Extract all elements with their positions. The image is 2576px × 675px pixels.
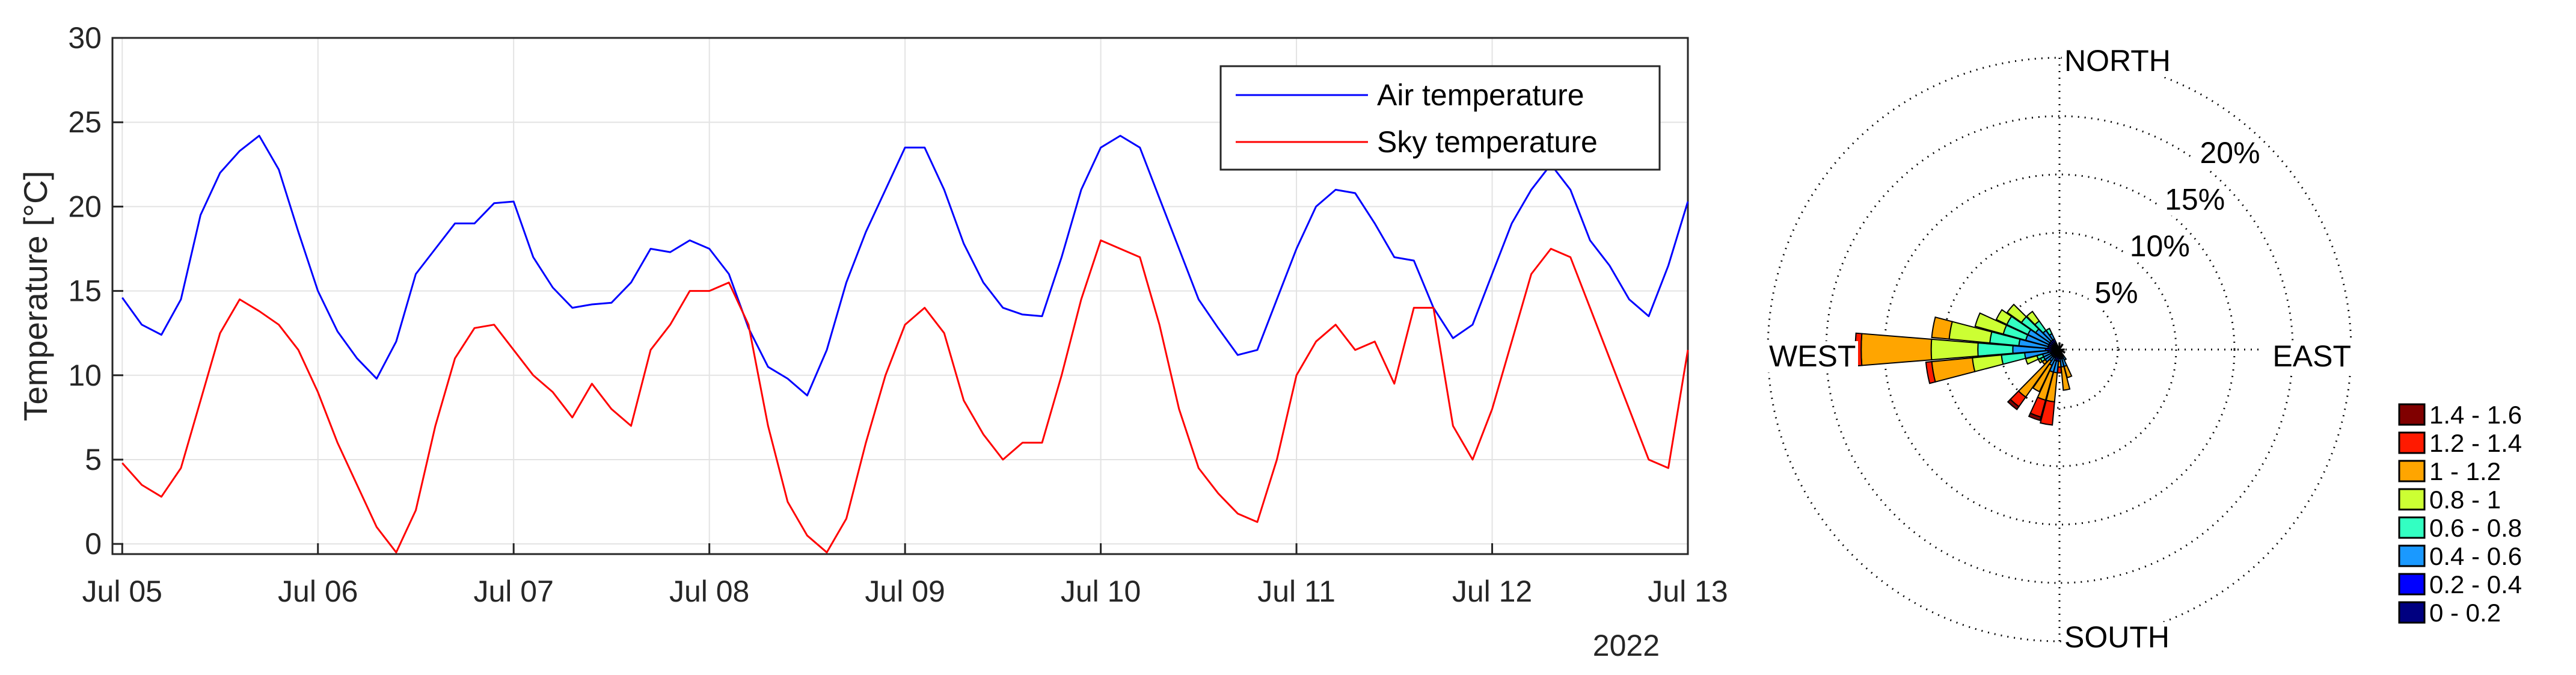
x-tick-label: Jul 08 [669, 575, 749, 608]
wind-rose-wedge [2006, 303, 2028, 324]
colorbar-swatch [2398, 403, 2426, 426]
wind-rose-wedge [2007, 398, 2020, 411]
x-tick-label: Jul 05 [82, 575, 162, 608]
wind-rose-wedge [1930, 338, 1979, 361]
line-legend: Air temperature Sky temperature [1219, 65, 1661, 171]
x-tick-label: Jul 11 [1257, 575, 1336, 608]
east-label: EAST [2272, 339, 2351, 373]
colorbar-label: 0.8 - 1 [2429, 485, 2501, 514]
radial-label-bg [2123, 232, 2188, 263]
y-tick-label: 5 [85, 443, 102, 476]
temperature-line-chart: 0 5 10 15 20 25 30 Jul 05 Jul 06 Jul 07 Jul 08 Jul … [17, 21, 1728, 662]
colorbar-label: 0 - 0.2 [2429, 599, 2501, 627]
wind-rose-wedge [2063, 365, 2073, 378]
y-tick-label: 20 [68, 190, 102, 223]
wind-rose-wedge [2037, 357, 2043, 364]
colorbar-swatch [2398, 544, 2426, 567]
x-tick-label: Jul 10 [1061, 575, 1141, 608]
wind-rose-wedge [2025, 355, 2040, 365]
colorbar-swatch [2398, 431, 2426, 454]
air-temperature-line [121, 135, 1689, 396]
wind-rose-wedge [2060, 343, 2064, 348]
radial-label-bg [2088, 279, 2136, 309]
compass-label-bg [2062, 622, 2175, 653]
wind-rose-wedge [1974, 312, 2008, 335]
colorbar-label: 0.4 - 0.6 [2429, 542, 2522, 570]
y-tick-label: 15 [68, 274, 102, 308]
colorbar-swatch [2398, 460, 2426, 482]
x-tick-label: Jul 12 [1452, 575, 1532, 608]
wind-rose-wedge [2045, 327, 2053, 336]
x-tick-label: Jul 13 [1648, 575, 1728, 608]
compass-label-bg [1767, 341, 1858, 372]
south-label: SOUTH [2064, 620, 2170, 654]
wind-rose-wedge [2032, 363, 2053, 393]
compass-label-bg [2262, 341, 2354, 372]
wind-rose-wedge [1860, 333, 1933, 366]
colorbar-swatch [2398, 601, 2426, 624]
year-label: 2022 [1593, 629, 1660, 662]
colorbar-label: 1.2 - 1.4 [2429, 429, 2522, 457]
colorbar-label: 0.6 - 0.8 [2429, 514, 2522, 542]
y-tick-label: 30 [68, 21, 102, 55]
wind-rose-wedge [2061, 353, 2067, 361]
colorbar-swatch [2398, 516, 2426, 539]
wind-rose-wedge [2039, 399, 2055, 426]
wind-rose-wedge [1925, 360, 1936, 384]
colorbar-swatch [2398, 488, 2426, 511]
west-label: WEST [1769, 339, 1856, 373]
radial-label-bg [2194, 139, 2259, 170]
y-tick-label: 0 [85, 527, 102, 561]
wind-rose-wedge [2028, 412, 2042, 422]
colorbar-label: 0.2 - 0.4 [2429, 570, 2522, 599]
wind-rose-wedge [2061, 348, 2065, 351]
y-axis-label: Temperature [°C] [17, 171, 54, 421]
wind-rose-wedge [2026, 310, 2040, 325]
wind-rose-wedge [2060, 365, 2071, 391]
radial-tick-label: 10% [2130, 229, 2190, 263]
wind-rose-wedge [2058, 343, 2061, 347]
legend-air-label: Air temperature [1377, 78, 1584, 112]
sky-temperature-line [121, 239, 1689, 553]
radial-tick-label: 5% [2094, 276, 2138, 310]
polar-ring [2000, 290, 2119, 409]
y-tick-label: 25 [68, 105, 102, 139]
colorbar-label: 1.4 - 1.6 [2429, 401, 2522, 429]
line-plot-frame [111, 37, 1689, 555]
wind-rose-wedge [2061, 350, 2066, 354]
radial-tick-label: 20% [2200, 136, 2260, 170]
polar-ring [1942, 232, 2177, 467]
radial-label-bg [2159, 185, 2224, 216]
radial-tick-label: 15% [2165, 183, 2225, 217]
wind-rose-wedge [2056, 366, 2062, 374]
x-tick-label: Jul 09 [865, 575, 945, 608]
wind-rose-wedge [1931, 316, 1953, 340]
colorbar-swatch [2398, 573, 2426, 596]
x-tick-label: Jul 06 [278, 575, 358, 608]
x-tick-label: Jul 07 [473, 575, 553, 608]
y-tick-label: 10 [68, 359, 102, 392]
compass-label-bg [2062, 46, 2175, 77]
colorbar-label: 1 - 1.2 [2429, 457, 2501, 485]
legend-sky-label: Sky temperature [1377, 125, 1598, 159]
north-label: NORTH [2064, 44, 2171, 78]
wind-rose-wedge [1995, 309, 2013, 325]
